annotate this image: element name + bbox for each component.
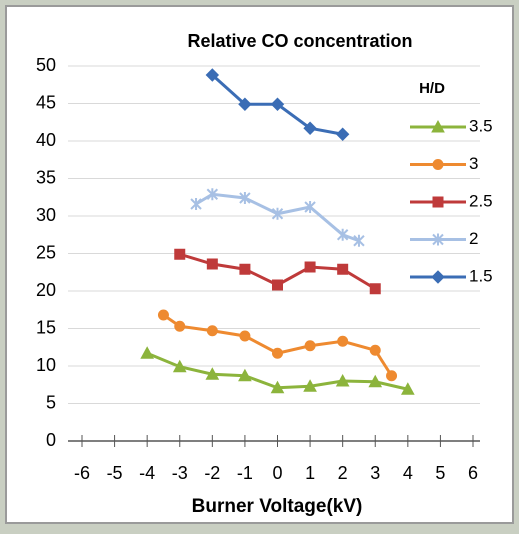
marker: [304, 340, 316, 352]
marker: [239, 263, 251, 275]
x-tick-label: 1: [305, 463, 315, 483]
marker: [369, 283, 381, 295]
y-tick-label: 20: [36, 280, 56, 300]
legend-label: 2: [469, 229, 478, 248]
legend-label: 3: [469, 154, 478, 173]
marker: [206, 325, 218, 337]
marker: [190, 198, 202, 210]
marker: [369, 344, 381, 356]
y-tick-label: 25: [36, 242, 56, 262]
marker: [239, 192, 251, 204]
y-tick-label: 10: [36, 355, 56, 375]
legend-title: H/D: [419, 80, 445, 97]
legend-marker: [432, 196, 444, 208]
legend-label: 3.5: [469, 116, 493, 135]
marker: [400, 382, 415, 395]
marker: [239, 330, 251, 342]
marker: [303, 121, 317, 135]
x-tick-label: -4: [139, 463, 155, 483]
y-tick-label: 35: [36, 167, 56, 187]
marker: [238, 97, 252, 111]
y-tick-label: 15: [36, 317, 56, 337]
y-tick-label: 0: [46, 430, 56, 450]
x-tick-label: 4: [403, 463, 413, 483]
x-tick-label: 2: [338, 463, 348, 483]
marker: [206, 258, 218, 270]
chart-title: Relative CO concentration: [187, 31, 412, 51]
legend-marker: [432, 233, 444, 246]
x-tick-label: -6: [74, 463, 90, 483]
marker: [386, 370, 398, 382]
marker: [272, 347, 283, 359]
y-tick-label: 40: [36, 130, 56, 150]
x-tick-label: -3: [172, 463, 188, 483]
marker: [303, 379, 317, 392]
x-tick-label: -5: [107, 463, 123, 483]
legend-marker: [432, 159, 444, 170]
x-tick-label: 0: [272, 463, 282, 483]
legend-marker: [431, 270, 445, 284]
marker: [157, 309, 169, 321]
marker: [368, 374, 383, 388]
y-tick-label: 5: [46, 392, 56, 412]
marker: [140, 346, 155, 359]
chart-panel: [5, 5, 514, 524]
marker: [272, 279, 283, 291]
marker: [270, 97, 285, 111]
x-tick-label: -2: [204, 463, 220, 483]
marker: [270, 380, 285, 394]
marker: [206, 188, 219, 201]
legend-label: 2.5: [469, 191, 493, 210]
marker: [304, 261, 316, 273]
x-tick-label: 3: [370, 463, 380, 483]
marker: [174, 248, 186, 260]
marker: [335, 127, 350, 141]
y-tick-label: 30: [36, 205, 56, 225]
marker: [337, 263, 349, 275]
marker: [205, 367, 220, 380]
marker: [271, 207, 284, 220]
y-tick-label: 50: [36, 55, 56, 75]
marker: [174, 320, 186, 332]
legend-label: 1.5: [469, 266, 493, 285]
y-tick-label: 45: [36, 92, 56, 112]
marker: [337, 335, 349, 347]
marker: [238, 368, 252, 382]
x-tick-label: -1: [237, 463, 253, 483]
x-axis-label: Burner Voltage(kV): [192, 496, 363, 517]
marker: [304, 201, 316, 213]
marker: [172, 359, 187, 373]
marker: [205, 68, 220, 82]
x-tick-label: 6: [468, 463, 478, 483]
x-tick-label: 5: [435, 463, 445, 483]
marker: [353, 234, 365, 247]
marker: [335, 373, 350, 387]
marker: [336, 228, 349, 241]
legend-marker: [431, 119, 445, 133]
